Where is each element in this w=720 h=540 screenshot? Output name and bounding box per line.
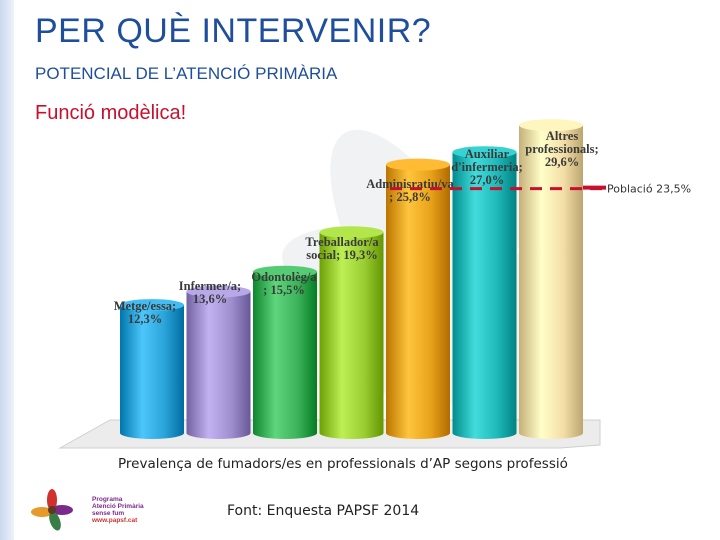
logo-text: Programa Atenció Primària sense fum www.… xyxy=(92,496,144,524)
slide-title: PER QUÈ INTERVENIR? xyxy=(35,12,432,50)
data-label-6: Auxiliar d'infermeria; 27,0% xyxy=(451,147,523,187)
data-label-2: Infermer/a; 13,6% xyxy=(179,279,241,306)
bar-2 xyxy=(186,285,251,440)
bar-3 xyxy=(253,265,317,439)
bar-top-7 xyxy=(519,119,583,132)
bar-5 xyxy=(386,158,450,439)
reference-line-label: Població 23,5% xyxy=(607,183,691,196)
slide-subtitle: POTENCIAL DE L’ATENCIÓ PRIMÀRIA xyxy=(35,64,338,83)
left-accent-bar xyxy=(0,0,14,540)
bar-body-2 xyxy=(186,291,251,440)
bar-body-6 xyxy=(452,152,517,440)
logo-line-3: sense fum xyxy=(92,510,125,517)
papsf-logo xyxy=(31,489,73,531)
bar-body-7 xyxy=(519,125,583,439)
bar-top-6 xyxy=(452,146,517,159)
logo-line-2: Atenció Primària xyxy=(92,503,144,510)
data-label-1: Metge/essa; 12,3% xyxy=(114,299,176,326)
chart-caption: Prevalença de fumadors/es en professiona… xyxy=(118,456,568,472)
logo-line-1: Programa xyxy=(92,496,123,503)
bar-body-5 xyxy=(386,164,450,439)
data-label-3: Odontolèg/a; 15,5% xyxy=(251,270,317,297)
source-note: Font: Enquesta PAPSF 2014 xyxy=(227,503,420,519)
bar-7 xyxy=(519,119,583,439)
logo-url: www.papsf.cat xyxy=(92,517,138,524)
data-label-4: Treballador/a social; 19,3% xyxy=(305,235,379,262)
bar-4 xyxy=(319,226,384,440)
bar-6 xyxy=(452,146,517,440)
bar-top-1 xyxy=(120,299,184,312)
bar-top-5 xyxy=(386,158,450,171)
data-label-7: Altres professionals; 29,6% xyxy=(525,129,598,169)
bar-body-3 xyxy=(253,271,317,439)
bar-body-1 xyxy=(120,305,184,439)
bar-top-4 xyxy=(319,226,384,239)
bar-top-2 xyxy=(186,285,251,298)
bar-body-4 xyxy=(319,232,384,440)
slide-heading: Funció modèlica! xyxy=(35,102,187,124)
bar-1 xyxy=(120,299,184,439)
bar-top-3 xyxy=(253,265,317,278)
